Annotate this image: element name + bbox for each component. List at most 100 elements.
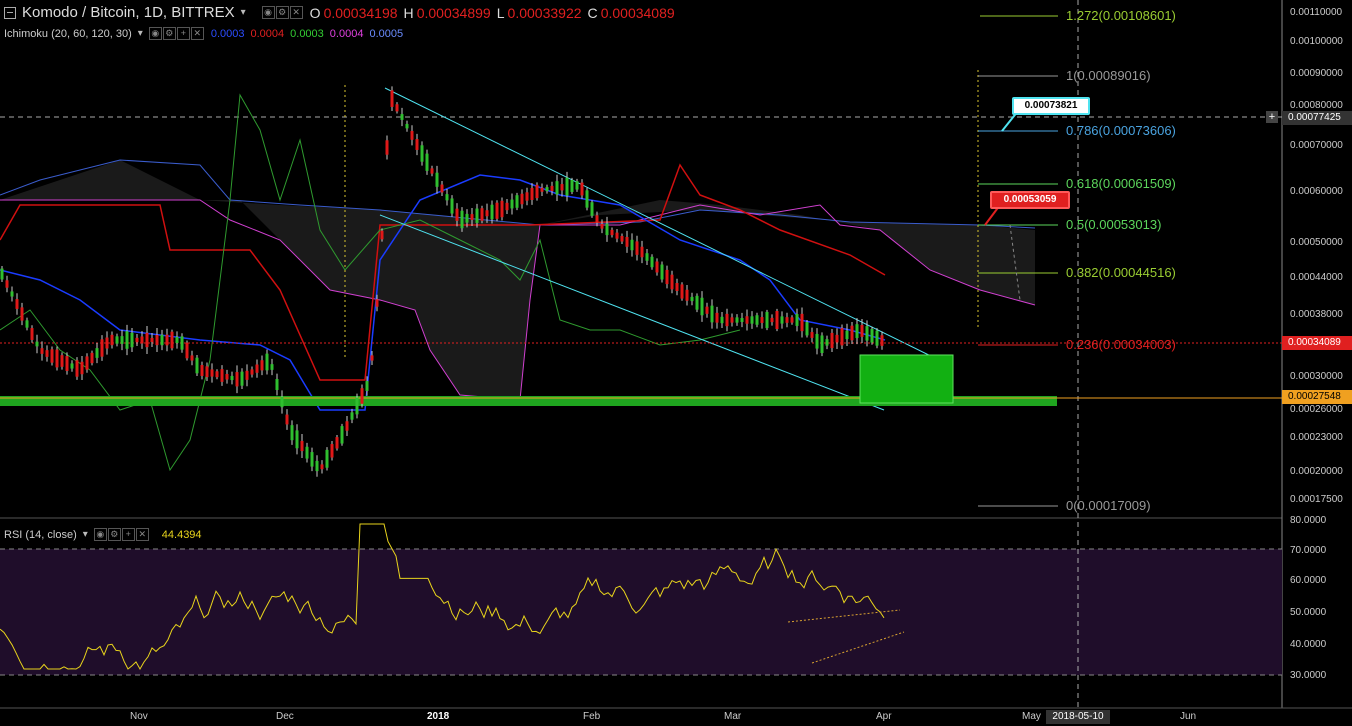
candle-body <box>145 332 149 348</box>
candle-body <box>70 363 74 369</box>
add-icon[interactable]: + <box>176 27 190 40</box>
candle-body <box>850 325 854 341</box>
candle-body <box>645 253 649 261</box>
candle-body <box>340 426 344 444</box>
candle-body <box>90 352 94 364</box>
candle-body <box>40 348 44 354</box>
close-icon[interactable]: ✕ <box>190 27 204 40</box>
ohlc-close: C 0.00034089 <box>587 4 675 21</box>
candle-body <box>790 317 794 323</box>
close-icon[interactable]: ✕ <box>135 528 149 541</box>
candle-body <box>325 449 329 468</box>
candle-body <box>715 312 719 323</box>
candle-body <box>640 246 644 258</box>
candle-body <box>285 414 289 425</box>
candle-body <box>105 337 109 349</box>
settings-icon[interactable]: ⚙ <box>275 6 289 19</box>
candle-body <box>655 261 659 273</box>
candle-body <box>710 305 714 323</box>
chevron-down-icon[interactable]: ▾ <box>82 529 88 540</box>
candle-body <box>255 364 259 373</box>
channel-lower <box>379 214 885 411</box>
eye-icon[interactable]: ◉ <box>148 27 162 40</box>
fib-level-label: 0(0.00017009) <box>1066 498 1151 513</box>
candle-body <box>135 337 139 343</box>
fib-level-label: 1.272(0.00108601) <box>1066 8 1176 23</box>
fib-level-label: 1(0.00089016) <box>1066 68 1151 83</box>
candle-body <box>250 369 254 375</box>
add-icon[interactable]: + <box>121 528 135 541</box>
candle-body <box>560 184 564 191</box>
settings-icon[interactable]: ⚙ <box>107 528 121 541</box>
candle-body <box>530 188 534 200</box>
chevron-down-icon[interactable]: ▾ <box>240 7 246 18</box>
eye-icon[interactable]: ◉ <box>93 528 107 541</box>
price-tick: 0.00020000 <box>1290 466 1343 477</box>
candle-body <box>865 326 869 341</box>
candle-body <box>475 208 479 223</box>
candle-body <box>180 336 184 350</box>
candle-body <box>500 200 504 218</box>
candle-body <box>495 202 499 219</box>
ichimoku-value-1: 0.0003 <box>210 27 245 40</box>
rsi-line <box>0 523 885 671</box>
candle-body <box>635 241 639 255</box>
fib-level-label: 0.236(0.00034003) <box>1066 337 1176 352</box>
candle-body <box>740 317 744 323</box>
candle-body <box>265 353 269 371</box>
candle-body <box>580 182 584 196</box>
symbol-legend[interactable]: Komodo / Bitcoin, 1D, BITTREX ▾ ◉ ⚙ ✕ O 0.… <box>4 4 675 21</box>
candle-body <box>725 313 729 327</box>
candle-body <box>270 364 274 370</box>
ichimoku-legend[interactable]: Ichimoku (20, 60, 120, 30) ▾ ◉ ⚙ + ✕ 0.0003… <box>4 27 403 40</box>
candle-body <box>860 325 864 337</box>
fib-level-label: 0.382(0.00044516) <box>1066 265 1176 280</box>
channel-upper <box>384 87 944 363</box>
candle-body <box>600 223 604 229</box>
rsi-legend[interactable]: RSI (14, close) ▾ ◉ ⚙ + ✕ 44.4394 <box>4 528 202 541</box>
price-callout-cyan[interactable]: 0.00073821 <box>1012 97 1090 115</box>
candle-body <box>540 187 544 192</box>
candle-body <box>745 316 749 324</box>
eye-icon[interactable]: ◉ <box>261 6 275 19</box>
crosshair-add-icon[interactable]: + <box>1266 111 1278 123</box>
candle-body <box>455 208 459 221</box>
price-callout-red[interactable]: 0.00053059 <box>990 191 1070 209</box>
candle-body <box>185 342 189 359</box>
ichimoku-value-2: 0.0004 <box>250 27 285 40</box>
price-tick: 0.00090000 <box>1290 68 1343 79</box>
candle-body <box>280 396 284 408</box>
candle-body <box>585 190 589 208</box>
candle-body <box>215 371 219 378</box>
candle-body <box>320 464 324 470</box>
candle-body <box>380 230 384 240</box>
legend-tools: ◉ ⚙ ✕ <box>261 6 304 19</box>
minus-box-icon[interactable] <box>4 6 16 19</box>
candle-body <box>445 194 449 201</box>
candle-body <box>735 317 739 323</box>
candle-body <box>115 336 119 344</box>
candle-body <box>825 339 829 346</box>
chevron-down-icon[interactable]: ▾ <box>137 28 143 39</box>
candle-body <box>45 350 49 357</box>
settings-icon[interactable]: ⚙ <box>162 27 176 40</box>
symbol-title[interactable]: Komodo / Bitcoin, 1D, BITTREX <box>22 4 235 21</box>
candle-body <box>190 355 194 361</box>
close-icon[interactable]: ✕ <box>289 6 303 19</box>
candle-body <box>430 168 434 174</box>
candle-body <box>55 349 59 368</box>
ichimoku-label[interactable]: Ichimoku (20, 60, 120, 30) <box>4 27 132 40</box>
candle-body <box>805 322 809 336</box>
rsi-value: 44.4394 <box>161 528 202 541</box>
ohlc-high: H 0.00034899 <box>403 4 491 21</box>
last-price-tag: 0.00034089 <box>1282 336 1352 350</box>
candle-body <box>620 235 624 242</box>
rsi-tick: 70.0000 <box>1290 545 1327 556</box>
price-tick: 0.00080000 <box>1290 100 1343 111</box>
rsi-label[interactable]: RSI (14, close) <box>4 528 77 541</box>
candle-body <box>570 180 574 192</box>
candle-body <box>775 311 779 329</box>
candle-body <box>785 317 789 323</box>
time-tick: May <box>1022 711 1041 722</box>
